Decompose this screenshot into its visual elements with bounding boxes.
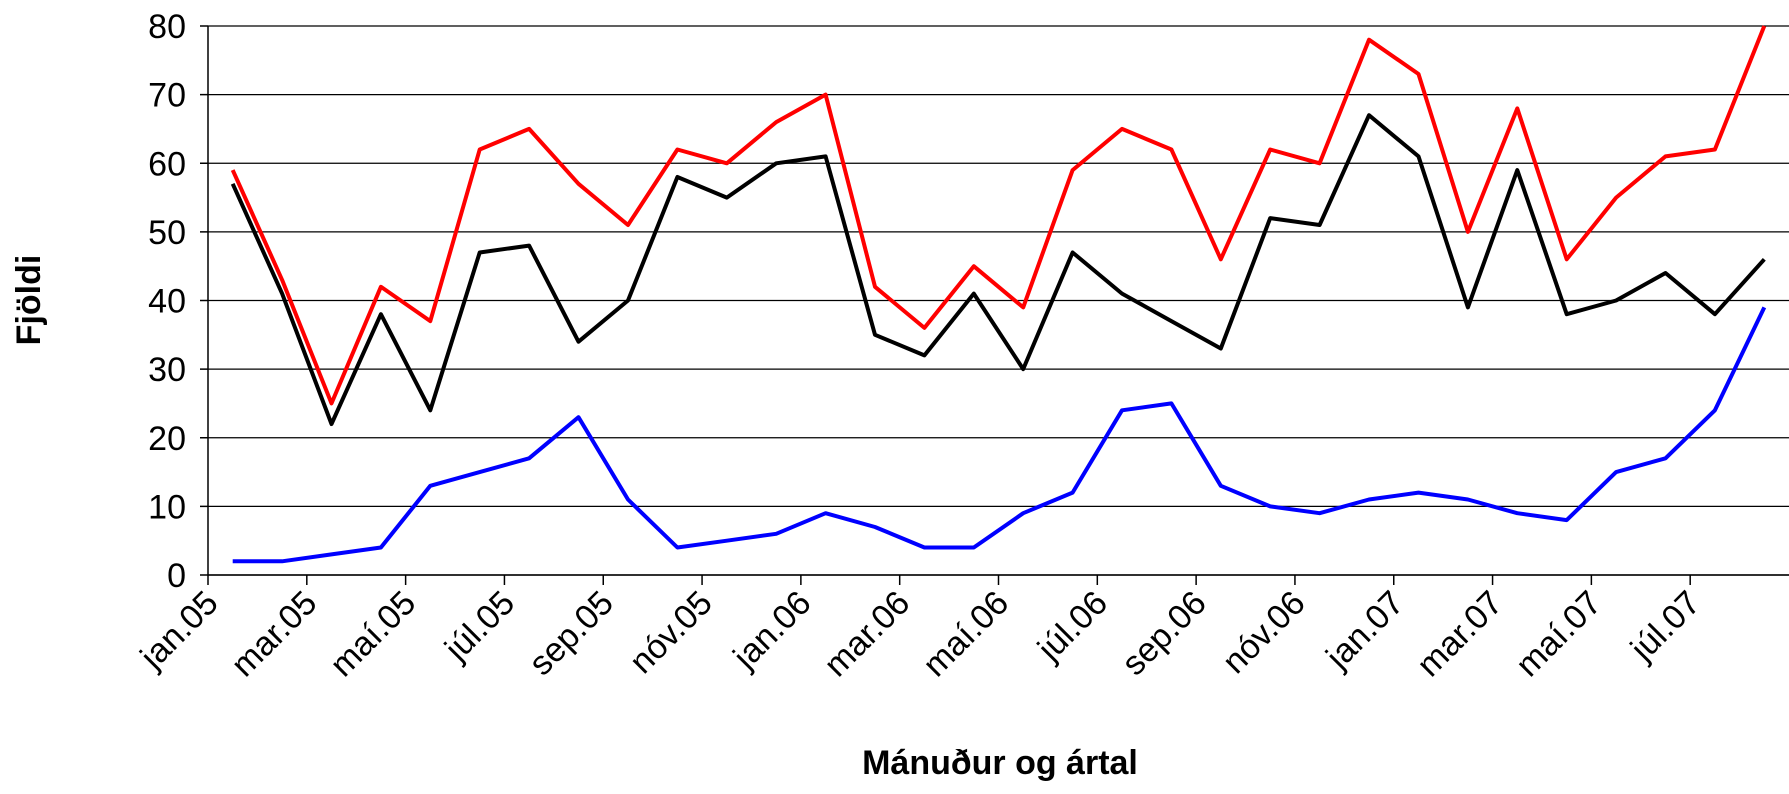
y-tick-label: 60 <box>148 145 186 183</box>
y-tick-label: 20 <box>148 420 186 458</box>
x-tick-label: jan.05 <box>133 584 226 677</box>
line-series <box>230 25 1767 406</box>
x-tick-label: maí.05 <box>323 584 423 684</box>
x-axis-title: Mánuður og ártal <box>862 744 1138 782</box>
x-tick-label: júl.06 <box>1030 584 1115 669</box>
x-tick-label: mar.05 <box>224 584 324 684</box>
y-tick-label: 40 <box>148 283 186 321</box>
y-axis-title: Fjöldi <box>10 255 48 346</box>
y-tick-label: 80 <box>148 8 186 46</box>
y-tick-label: 10 <box>148 488 186 526</box>
y-tick-label: 50 <box>148 214 186 252</box>
x-tick-label: jan.07 <box>1318 584 1411 677</box>
x-tick-label: mar.06 <box>817 584 917 684</box>
y-tick-label: 0 <box>167 557 186 595</box>
y-tick-label: 70 <box>148 77 186 115</box>
x-tick-label: nóv.06 <box>1215 584 1312 681</box>
x-tick-label: jan.06 <box>725 584 818 677</box>
x-tick-label: júl.05 <box>437 584 522 669</box>
y-tick-label: 30 <box>148 351 186 389</box>
x-tick-label: maí.06 <box>916 584 1016 684</box>
x-tick-label: sep.05 <box>522 584 621 683</box>
x-tick-label: maí.07 <box>1509 584 1609 684</box>
x-tick-label: sep.06 <box>1115 584 1214 683</box>
line-series <box>232 306 1767 564</box>
x-tick-label: júl.07 <box>1623 584 1708 669</box>
x-tick-label: nóv.05 <box>622 584 719 681</box>
x-tick-label: mar.07 <box>1410 584 1510 684</box>
line-series <box>230 113 1766 426</box>
